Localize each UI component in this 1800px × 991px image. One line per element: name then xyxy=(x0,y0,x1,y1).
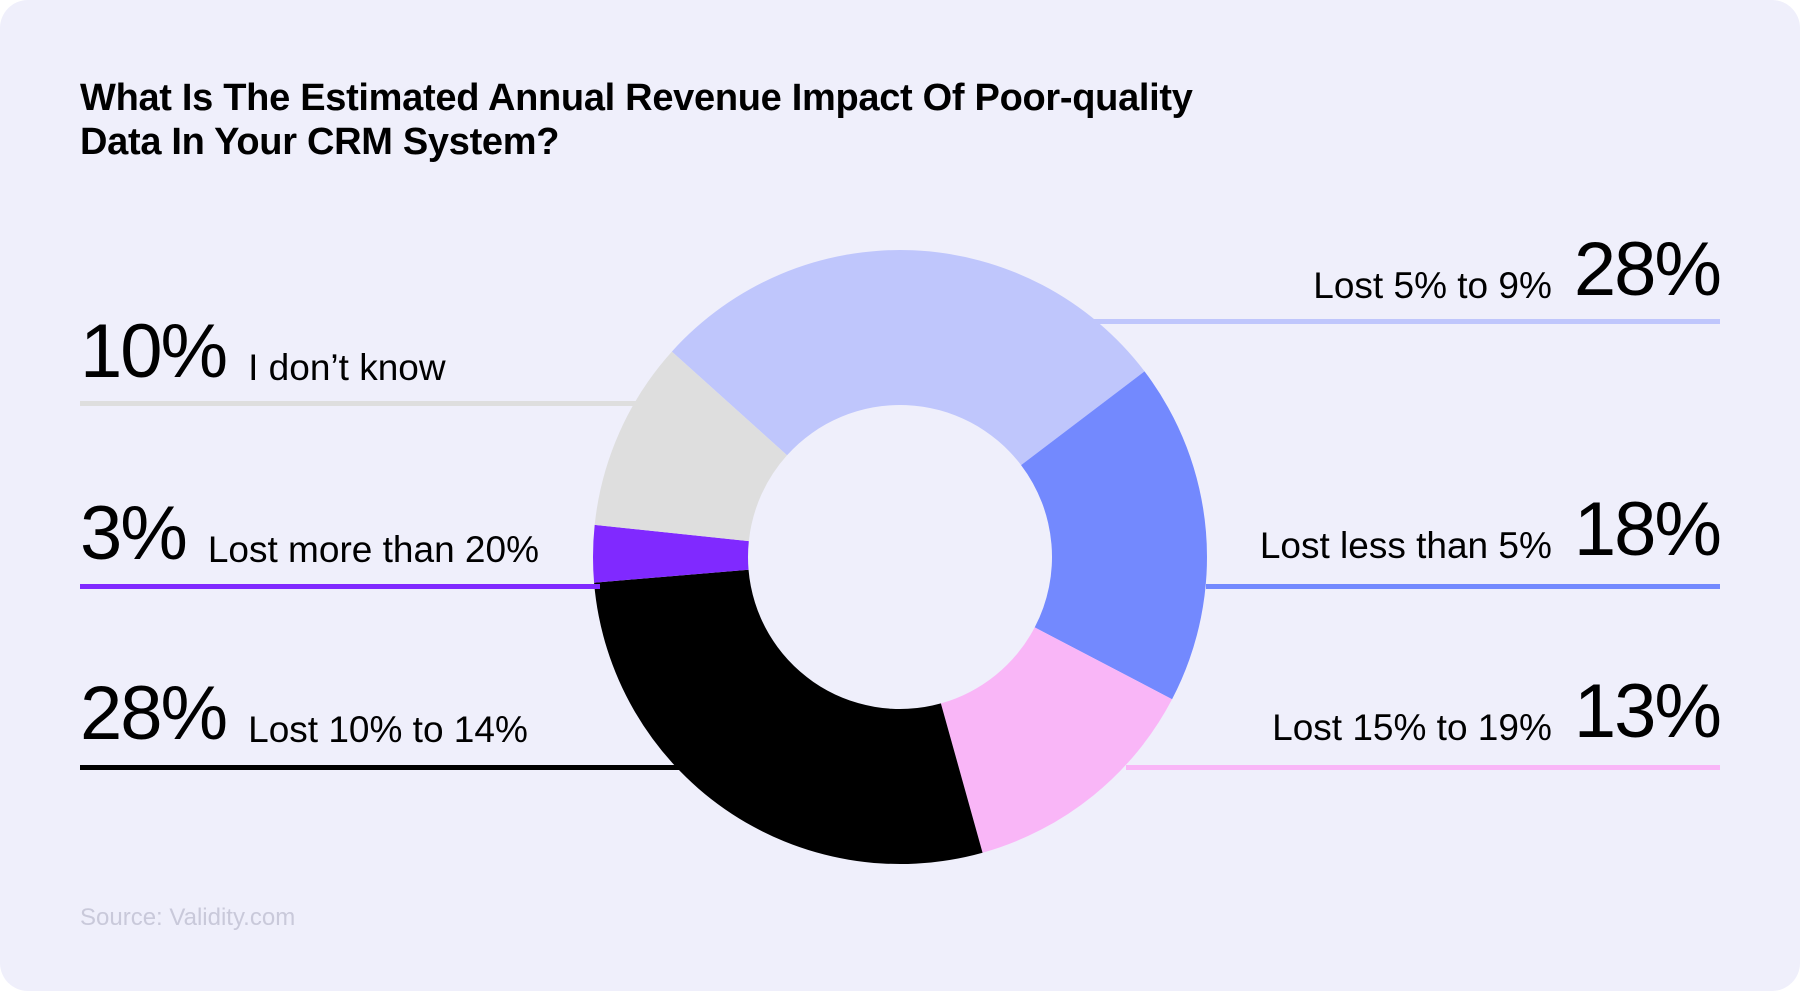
slice-label-lost-10-to-14: 28% Lost 10% to 14% xyxy=(80,672,528,752)
slice-percent: 28% xyxy=(1573,227,1722,312)
donut-slice-lost-less-than-5 xyxy=(1021,371,1207,700)
donut-slice-lost-10-to-14 xyxy=(594,569,983,864)
leader-line-lost-10-to-14 xyxy=(80,765,680,770)
source-note: Source: Validity.com xyxy=(80,904,296,931)
donut-slice-lost-15-to-19 xyxy=(940,627,1173,853)
slice-label-lost-more-than-20: 3% Lost more than 20% xyxy=(80,492,539,572)
slice-label-text: Lost 10% to 14% xyxy=(248,709,528,750)
slice-label-lost-5-to-9: Lost 5% to 9% 28% xyxy=(1313,227,1722,312)
donut-slice-i-don-t-know xyxy=(594,351,788,542)
leader-line-lost-more-than-20 xyxy=(80,584,600,589)
slice-percent: 3% xyxy=(80,491,188,576)
slice-label-text: I don’t know xyxy=(248,347,446,388)
slice-percent: 13% xyxy=(1573,669,1722,754)
leader-line-lost-5-to-9 xyxy=(1092,319,1720,324)
slice-percent: 28% xyxy=(80,671,228,756)
chart-title-line-1: What Is The Estimated Annual Revenue Imp… xyxy=(80,77,1193,119)
chart-title-line-2: Data In Your CRM System? xyxy=(80,121,560,163)
slice-label-lost-less-than-5: Lost less than 5% 18% xyxy=(1259,487,1722,572)
slice-label-text: Lost more than 20% xyxy=(207,529,539,570)
leader-line-i-dont-know xyxy=(80,401,640,406)
slice-label-text: Lost 5% to 9% xyxy=(1313,265,1552,306)
slice-label-text: Lost less than 5% xyxy=(1259,525,1552,566)
donut-slice-lost-more-than-20 xyxy=(593,524,749,583)
slice-label-text: Lost 15% to 19% xyxy=(1272,707,1552,748)
leader-line-lost-less-than-5 xyxy=(1206,584,1720,589)
leader-line-lost-15-to-19 xyxy=(1126,765,1720,770)
chart-title: What Is The Estimated Annual Revenue Imp… xyxy=(80,76,1380,164)
donut-slice-lost-5-to-9 xyxy=(671,250,1145,466)
slice-percent: 18% xyxy=(1573,487,1722,572)
slice-percent: 10% xyxy=(80,309,228,394)
slice-label-lost-15-to-19: Lost 15% to 19% 13% xyxy=(1272,669,1722,754)
donut-slices xyxy=(593,250,1207,864)
slice-label-i-dont-know: 10% I don’t know xyxy=(80,310,446,390)
